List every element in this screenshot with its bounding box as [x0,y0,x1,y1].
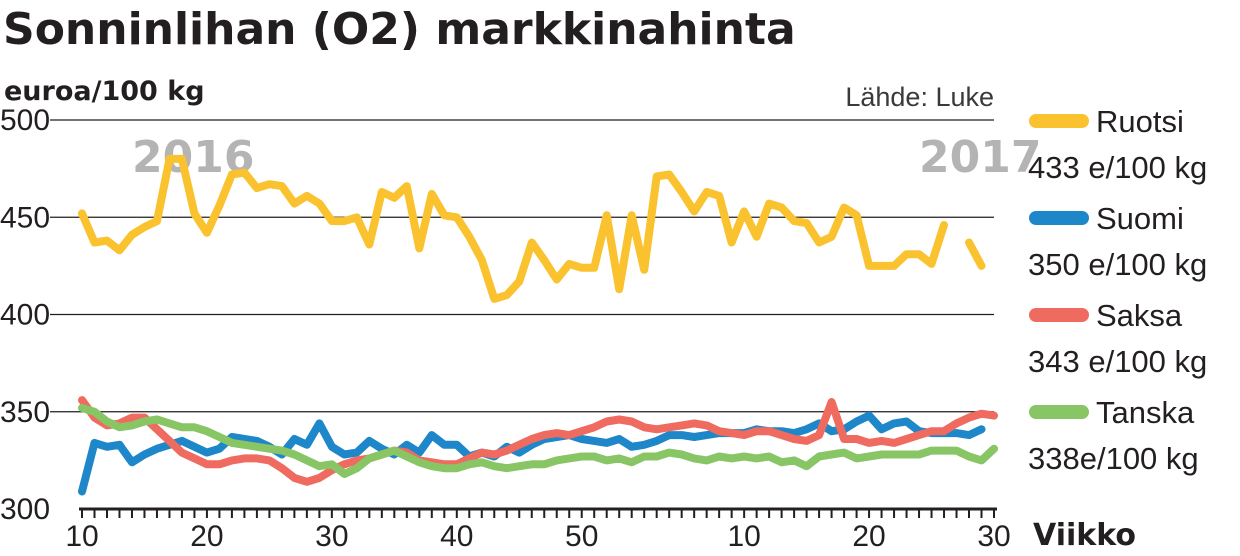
x-tick-label: 30 [315,520,348,553]
series-line-ruotsi [78,154,986,303]
source-label: Lähde: Luke [845,82,994,112]
legend-label-saksa: Saksa [1096,298,1183,333]
legend-value-suomi: 350 e/100 kg [1028,247,1207,282]
x-tick-label: 50 [565,520,598,553]
x-tick-label: 10 [727,520,760,553]
legend-label-ruotsi: Ruotsi [1096,104,1184,139]
y-tick-label: 300 [0,493,50,526]
x-axis-label: Viikko [1033,518,1136,553]
x-tick-label: 20 [852,520,885,553]
legend-value-saksa: 343 e/100 kg [1028,344,1207,379]
year-labels: 2016 2017 [132,132,1042,183]
x-tick-label: 20 [190,520,223,553]
year-label: 2017 [919,132,1041,183]
x-axis: 10 20 30 40 50 10 20 30 [65,507,1011,553]
plot-area [78,154,998,496]
x-tick-label: 30 [977,520,1010,553]
y-axis: 300 350 400 450 500 [0,104,50,526]
y-tick-label: 400 [0,299,50,332]
x-tick-label: 10 [65,520,98,553]
legend: Ruotsi 433 e/100 kg Suomi 350 e/100 kg Saksa… [1028,104,1207,476]
series-line-suomi [78,411,986,496]
unit-label: euroa/100 kg [4,76,205,107]
legend-value-tanska: 338e/100 kg [1028,441,1199,476]
chart-title: Sonninlihan (O2) markkinahinta [3,4,796,55]
y-tick-label: 500 [0,104,50,137]
y-tick-label: 450 [0,201,50,234]
series-line-tanska [78,403,998,478]
legend-label-tanska: Tanska [1096,395,1195,430]
legend-label-suomi: Suomi [1096,201,1184,236]
legend-value-ruotsi: 433 e/100 kg [1028,150,1207,185]
y-tick-label: 350 [0,396,50,429]
series-line-saksa [78,396,998,486]
x-tick-label: 40 [440,520,473,553]
